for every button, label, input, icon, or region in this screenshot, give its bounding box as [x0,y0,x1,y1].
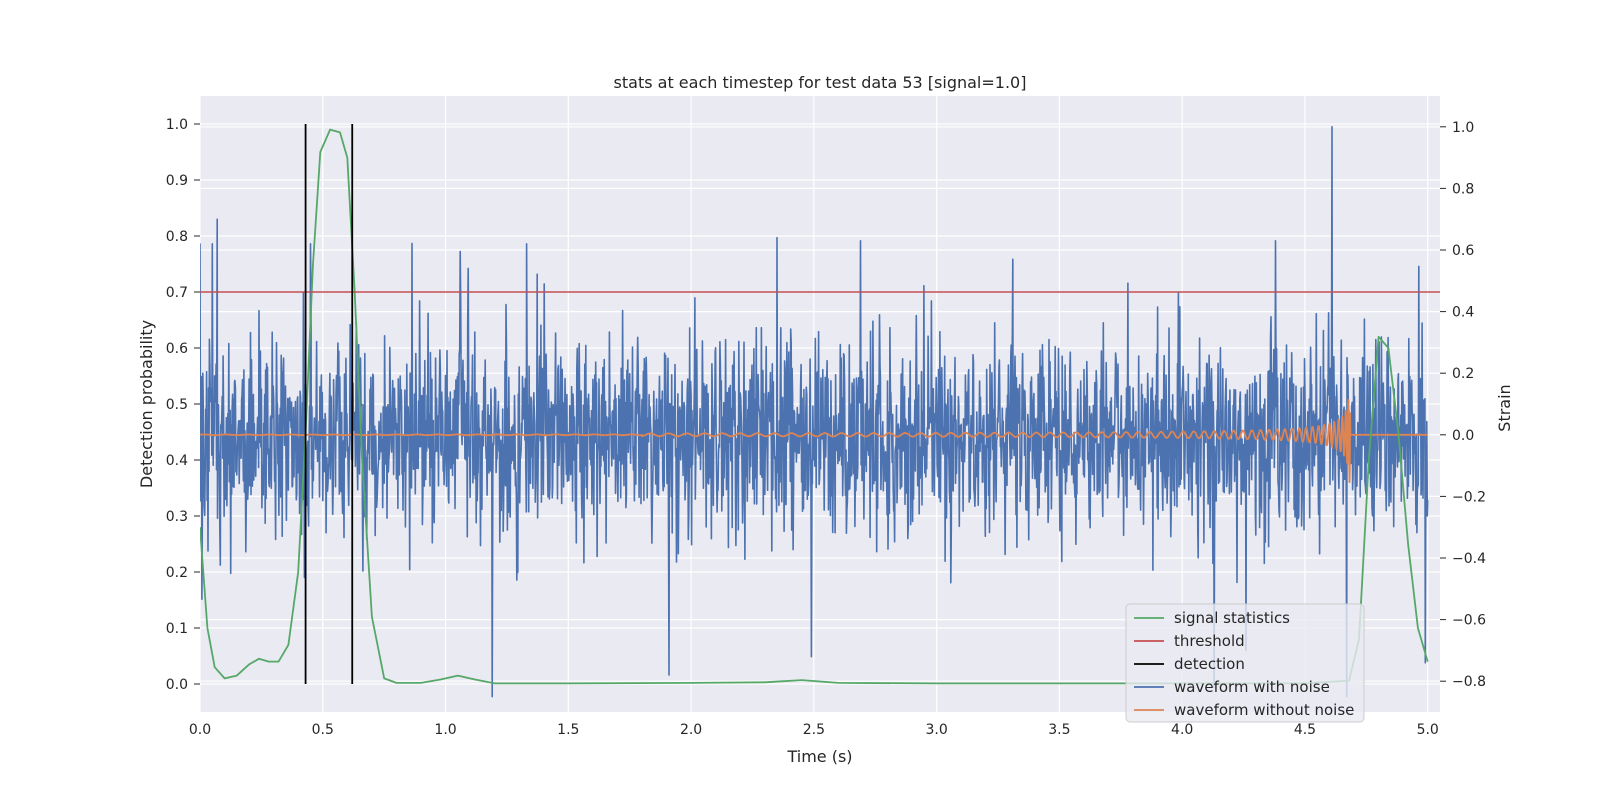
y2-tick-label: 0.8 [1452,181,1474,197]
y2-axis-label: Strain [1495,384,1514,431]
x-tick-label: 1.0 [434,722,456,738]
x-tick-label: 5.0 [1417,722,1439,738]
y2-tick-label: 0.4 [1452,305,1474,321]
y-axis-label: Detection probability [137,320,156,488]
y-tick-label: 0.0 [166,677,188,693]
y2-tick-label: 1.0 [1452,120,1474,136]
x-tick-label: 0.5 [312,722,334,738]
y-tick-label: 0.8 [166,229,188,245]
x-tick-label: 4.5 [1294,722,1316,738]
legend: signal statistics threshold detection wavef… [1125,603,1365,723]
legend-label: waveform with noise [1174,678,1330,696]
y2-tick-label: 0.0 [1452,428,1474,444]
x-axis-label: Time (s) [786,747,852,766]
legend-label: threshold [1174,632,1245,650]
y-tick-label: 0.5 [166,397,188,413]
waveform-with-noise-line [200,126,1429,698]
y-tick-label: 0.2 [166,565,188,581]
x-tick-label: 3.0 [926,722,948,738]
legend-label: waveform without noise [1174,701,1354,719]
y2-tick-label: 0.2 [1452,366,1474,382]
chart-title: stats at each timestep for test data 53 … [614,73,1027,92]
x-tick-label: 2.0 [680,722,702,738]
x-tick-label: 3.5 [1048,722,1070,738]
y-tick-label: 0.4 [166,453,188,469]
x-tick-label: 2.5 [803,722,825,738]
x-tick-label: 1.5 [557,722,579,738]
y2-tick-label: −0.6 [1452,613,1486,629]
y2-tick-label: 0.6 [1452,243,1474,259]
y-tick-label: 0.7 [166,285,188,301]
waveform-without-noise-line [200,398,1428,483]
x-tick-label: 4.0 [1171,722,1193,738]
y2-tick-label: −0.8 [1452,674,1486,690]
legend-label: detection [1174,655,1245,673]
y-tick-label: 0.6 [166,341,188,357]
y2-tick-label: −0.4 [1452,551,1486,567]
y-tick-label: 0.3 [166,509,188,525]
y-tick-label: 1.0 [166,117,188,133]
legend-label: signal statistics [1174,609,1290,627]
axes: 0.0 0.5 1.0 1.5 2.0 2.5 3.0 3.5 4.0 4.5 5.0 0.0 0.1 0… [166,117,1486,738]
y-tick-label: 0.9 [166,173,188,189]
y-tick-label: 0.1 [166,621,188,637]
y2-tick-label: −0.2 [1452,489,1486,505]
x-tick-label: 0.0 [189,722,211,738]
legend-box [1125,603,1365,723]
